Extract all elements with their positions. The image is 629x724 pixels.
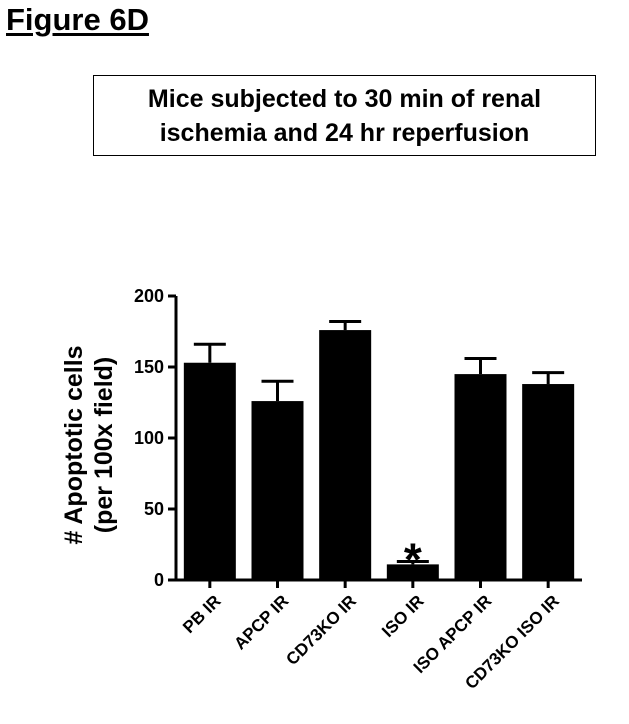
bar [251,401,304,580]
error-bar [193,342,226,363]
y-tick-label: 100 [134,428,164,448]
y-tick-label: 150 [134,357,164,377]
y-axis-label: # Apoptotic cells (per 100x field) [60,345,118,544]
significance-marker: * [404,534,422,586]
y-tick-label: 0 [154,570,164,590]
x-tick-label: PB IR [179,591,224,636]
bar [454,374,507,580]
x-tick-label: APCP IR [230,591,292,653]
error-bar [396,560,429,565]
bar [319,330,372,580]
y-tick-label: 200 [134,286,164,306]
chart-title: Mice subjected to 30 min of renal ischem… [147,84,542,147]
figure-label: Figure 6D [6,2,149,37]
error-bar [532,371,565,385]
y-axis-label-line2: (per 100x field) [90,357,118,533]
bar [183,362,236,580]
error-bar [464,356,497,375]
x-tick-label: CD73KO IR [282,591,360,669]
error-bar [261,379,294,402]
chart-title-box: Mice subjected to 30 min of renal ischem… [93,75,596,156]
x-tick-label: ISO IR [378,591,428,641]
bar [386,564,439,580]
y-tick-label: 50 [144,499,164,519]
y-axis-label-line1: # Apoptotic cells [60,345,88,544]
bar [522,384,575,580]
error-bar [329,320,362,331]
